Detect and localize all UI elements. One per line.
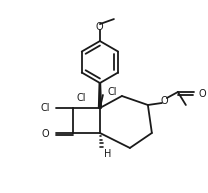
Text: O: O — [160, 96, 168, 106]
Text: Cl: Cl — [41, 103, 50, 113]
Text: O: O — [95, 22, 103, 32]
Text: H: H — [104, 149, 111, 159]
Text: Cl: Cl — [108, 87, 117, 97]
Text: O: O — [41, 129, 49, 139]
Text: Cl: Cl — [77, 93, 87, 103]
Text: O: O — [199, 89, 207, 99]
